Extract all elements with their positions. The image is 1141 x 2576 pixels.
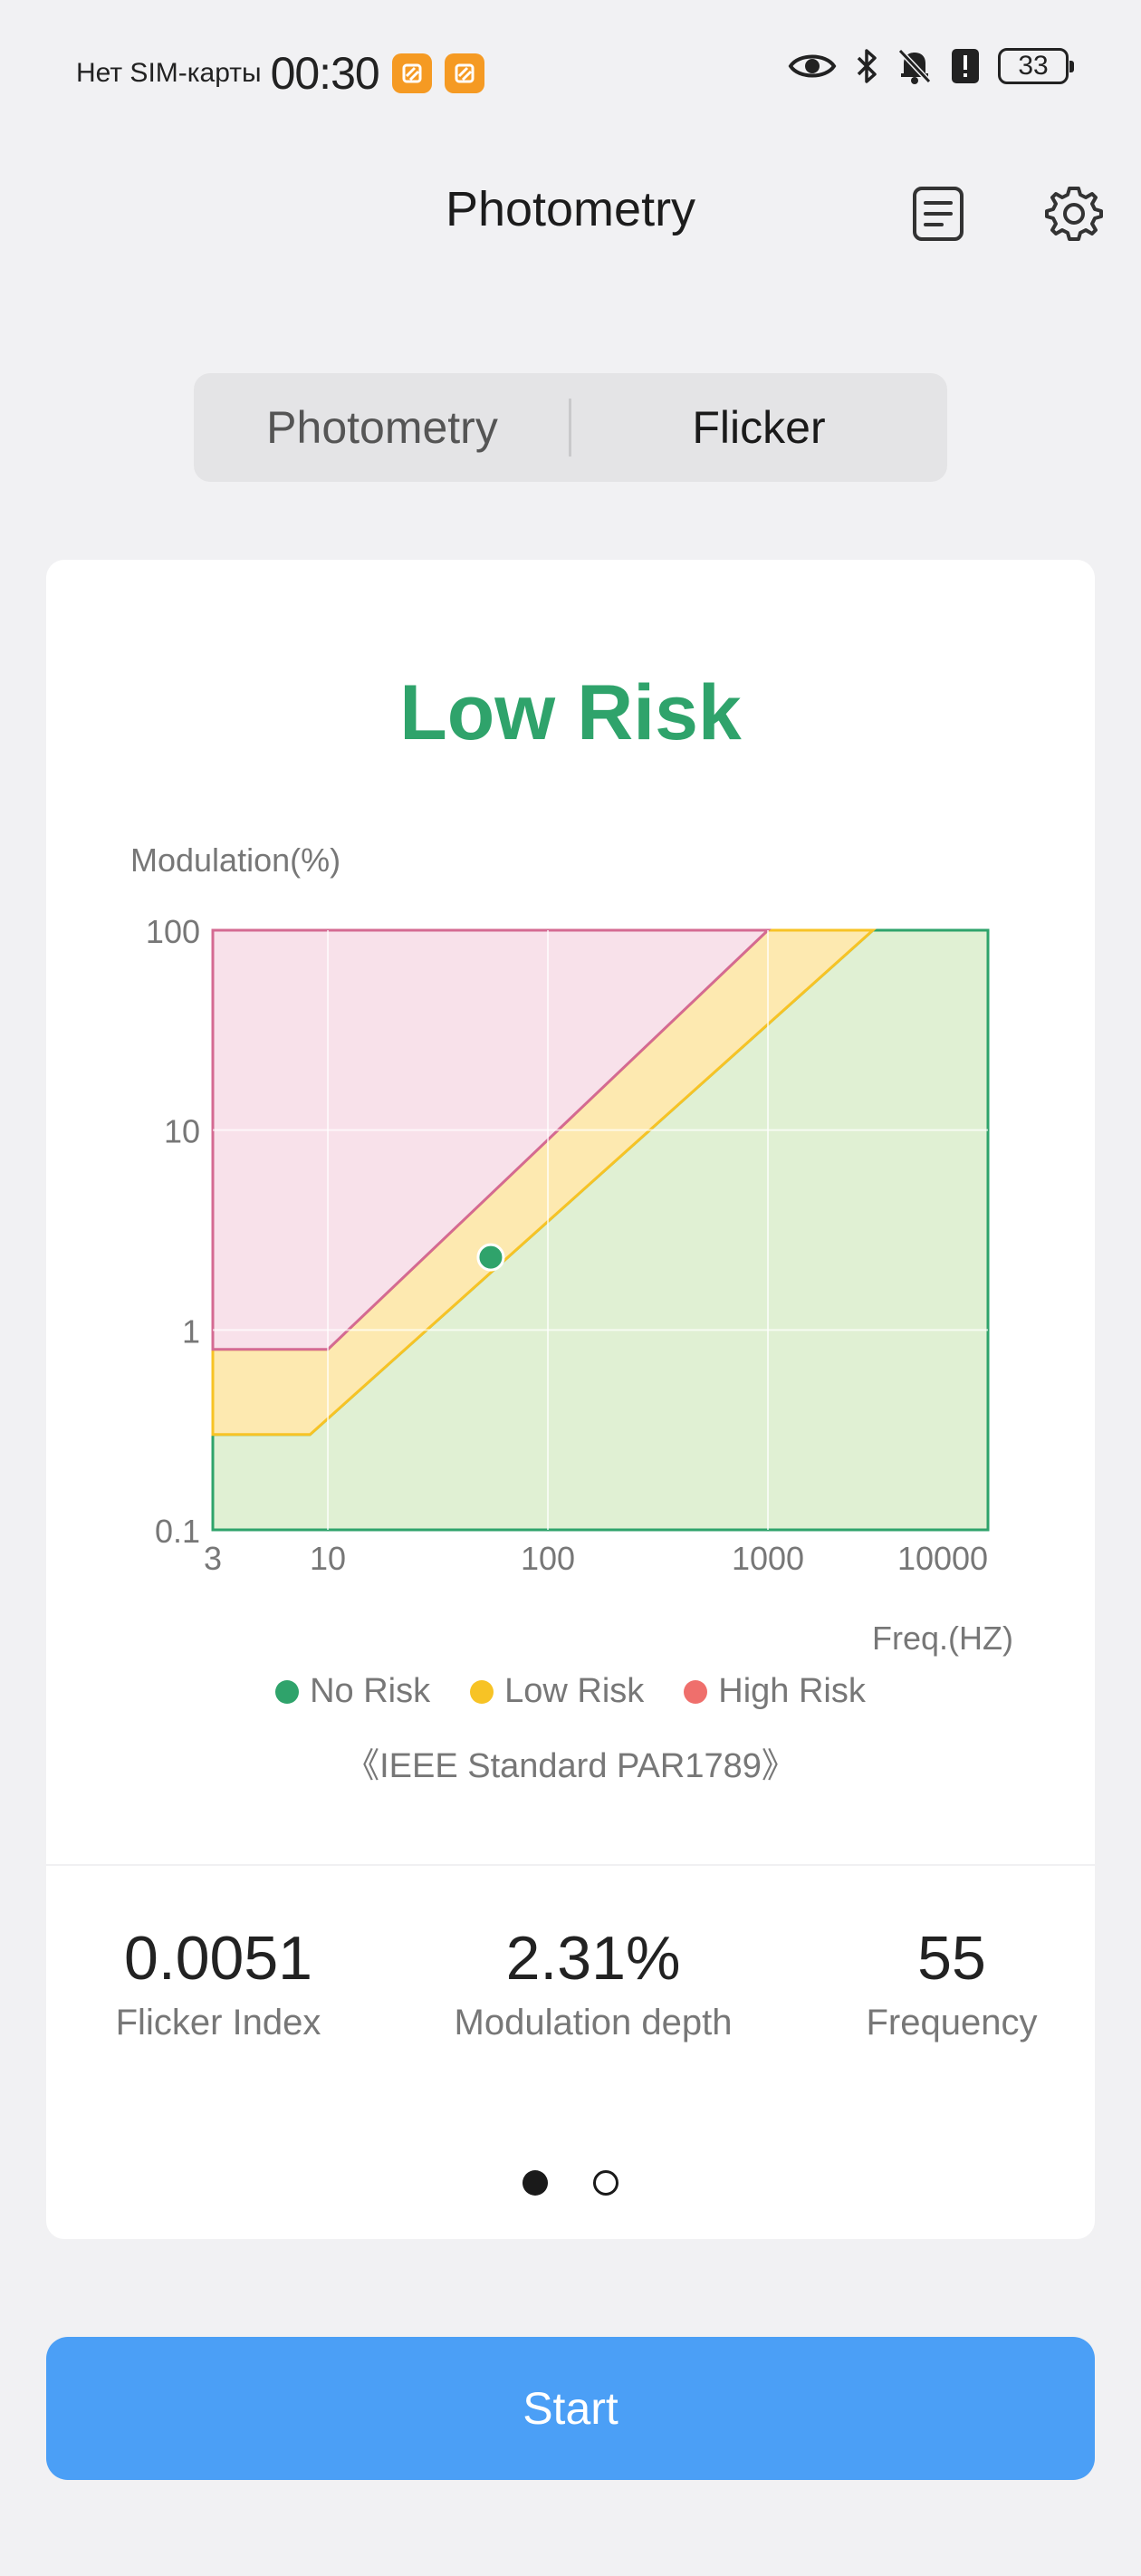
page-dot[interactable] [593, 2170, 618, 2196]
y-tick-label: 1 [182, 1312, 200, 1350]
eye-icon [788, 50, 837, 82]
page-title: Photometry [445, 182, 696, 236]
standard-note: 《IEEE Standard PAR1789》 [345, 1747, 796, 1785]
document-button[interactable] [907, 183, 969, 245]
legend-item-no-risk: No Risk [275, 1672, 430, 1711]
page-dot-active[interactable] [523, 2170, 548, 2196]
legend-dot [275, 1679, 300, 1704]
y-tick-label: 0.1 [155, 1513, 200, 1550]
x-tick-label: 10 [310, 1540, 346, 1577]
x-tick-label: 100 [521, 1540, 575, 1577]
tab-photometry[interactable]: Photometry [266, 402, 498, 453]
metric-frequency: 55 Frequency [843, 1923, 1060, 2043]
measurement-point [476, 1243, 505, 1272]
app-notification-icon [391, 53, 432, 93]
start-button[interactable]: Start [46, 2337, 1095, 2480]
metric-label: Frequency [866, 2003, 1038, 2043]
risk-level-title: Low Risk [399, 669, 742, 756]
battery-indicator: 33 [998, 48, 1074, 84]
x-tick-label: 10000 [897, 1540, 988, 1577]
alert-icon [951, 48, 980, 84]
tab-divider [569, 399, 571, 457]
x-axis-label: Freq.(HZ) [872, 1620, 1013, 1657]
metric-value: 2.31% [505, 1924, 681, 1993]
settings-button[interactable] [1043, 183, 1105, 245]
metric-value: 55 [917, 1924, 986, 1993]
chart-legend: No Risk Low Risk High Risk [46, 1672, 1095, 1711]
bluetooth-icon [855, 47, 878, 85]
metric-label: Modulation depth [454, 2003, 733, 2043]
legend-item-high-risk: High Risk [684, 1672, 866, 1711]
page-indicator [46, 2170, 1095, 2196]
carrier-label: Нет SIM-карты [76, 58, 262, 88]
gear-icon [1045, 187, 1103, 241]
legend-dot [470, 1679, 494, 1704]
flicker-risk-chart: Modulation(%) 100 10 1 0.13 10 100 1000 10000 Fre… [130, 841, 1013, 1657]
status-bar: Нет SIM-карты 00:30 33 [0, 0, 1141, 145]
flicker-result-card: Low Risk Modulation(%) 100 10 1 0.1 3 10 100 100… [46, 560, 1095, 2239]
x-tick-label: 1000 [732, 1540, 804, 1577]
metric-value: 0.0051 [124, 1924, 312, 1993]
status-time: 00:30 [270, 48, 380, 99]
document-icon [913, 187, 964, 241]
legend-dot [684, 1679, 708, 1704]
legend-label: No Risk [310, 1672, 431, 1710]
tab-flicker[interactable]: Flicker [692, 402, 826, 453]
mode-tabs: Photometry Flicker [194, 373, 947, 482]
header: Photometry [0, 163, 1141, 263]
x-tick-label: 3 [204, 1540, 222, 1577]
legend-item-low-risk: Low Risk [470, 1672, 644, 1711]
metric-label: Flicker Index [115, 2003, 321, 2043]
y-tick-label: 10 [164, 1113, 200, 1150]
card-divider [46, 1864, 1095, 1866]
legend-label: High Risk [718, 1672, 866, 1710]
bell-off-icon [896, 47, 933, 85]
metric-flicker-index: 0.0051 Flicker Index [91, 1923, 345, 2043]
y-axis-label: Modulation(%) [130, 841, 340, 879]
metric-modulation-depth: 2.31% Modulation depth [421, 1923, 765, 2043]
y-tick-label: 100 [146, 913, 200, 950]
app-notification-icon [444, 53, 484, 93]
legend-label: Low Risk [504, 1672, 645, 1710]
